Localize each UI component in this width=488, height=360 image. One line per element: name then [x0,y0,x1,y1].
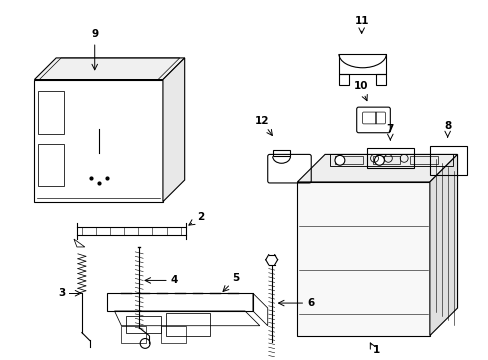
Text: 7: 7 [386,124,393,134]
Polygon shape [429,154,457,336]
Text: 1: 1 [372,345,379,355]
Text: 2: 2 [197,212,203,222]
Polygon shape [297,154,457,182]
Text: 6: 6 [306,298,314,308]
Circle shape [334,156,344,165]
Text: 5: 5 [232,274,239,283]
Polygon shape [163,58,184,202]
Text: 12: 12 [254,116,268,126]
Polygon shape [297,182,429,336]
Text: 8: 8 [443,121,450,131]
Text: 3: 3 [59,288,65,298]
Circle shape [374,156,384,165]
Text: 11: 11 [354,15,368,26]
Polygon shape [34,58,184,80]
Text: 9: 9 [91,29,98,39]
Text: 4: 4 [170,275,178,285]
Text: 10: 10 [353,81,367,91]
